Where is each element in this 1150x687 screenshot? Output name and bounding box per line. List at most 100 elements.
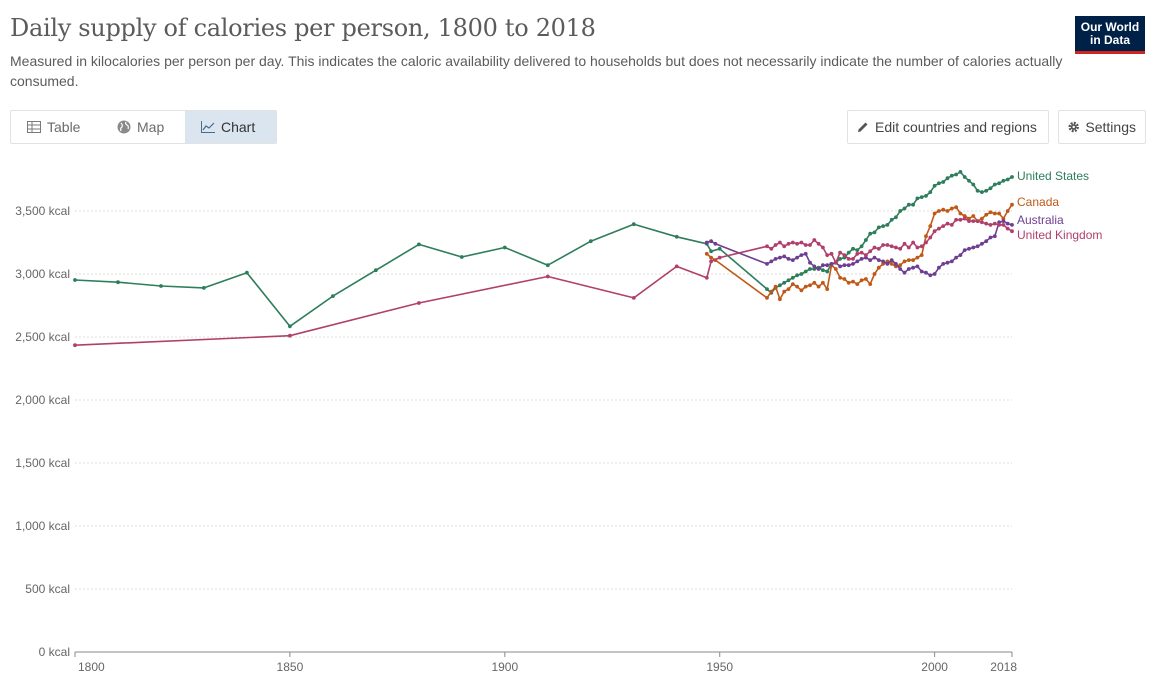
tab-map-label: Map [137, 119, 165, 135]
data-point [932, 211, 937, 216]
data-point [876, 246, 881, 251]
x-tick-label: 2018 [990, 660, 1017, 674]
logo-line-1: Our World [1080, 20, 1140, 34]
data-point [1005, 221, 1010, 226]
data-point [967, 246, 971, 251]
y-tick-label: 3,500 kcal [15, 204, 70, 218]
data-point [971, 182, 976, 187]
data-point [885, 243, 890, 247]
data-point [245, 270, 249, 275]
owid-logo[interactable]: Our World in Data [1075, 16, 1145, 54]
data-point [980, 241, 984, 246]
data-point [915, 245, 920, 250]
data-point [937, 209, 941, 213]
data-point [1010, 175, 1014, 179]
tab-table[interactable]: Table [11, 111, 101, 143]
data-point [881, 243, 885, 247]
data-point [902, 270, 907, 275]
data-point [889, 258, 894, 262]
legend-label: Canada [1017, 195, 1059, 209]
data-point [786, 241, 791, 246]
data-point [958, 217, 963, 222]
data-point [889, 262, 894, 266]
data-point [868, 249, 873, 254]
data-point [808, 283, 812, 288]
data-point [838, 250, 842, 255]
data-point [906, 258, 911, 262]
x-tick-label: 1800 [78, 660, 105, 674]
data-point [816, 241, 821, 246]
tab-table-label: Table [47, 119, 81, 135]
tab-map[interactable]: Map [101, 111, 185, 143]
data-point [971, 214, 976, 218]
data-point [864, 277, 868, 281]
data-point [799, 288, 804, 293]
data-point [833, 260, 838, 265]
data-point [851, 262, 855, 266]
data-point [812, 264, 817, 269]
data-point [782, 254, 787, 259]
data-point [980, 220, 984, 225]
data-point [967, 178, 971, 183]
data-point [786, 287, 791, 291]
data-point [962, 175, 967, 179]
data-point [73, 343, 77, 348]
data-point [331, 294, 335, 298]
y-tick-label: 2,000 kcal [15, 393, 70, 407]
y-tick-label: 3,000 kcal [15, 267, 70, 281]
data-point [915, 196, 920, 201]
data-point [992, 182, 997, 187]
data-point [851, 257, 855, 261]
data-point [1005, 177, 1010, 182]
data-point [417, 301, 421, 305]
data-point [825, 263, 830, 268]
data-point [928, 235, 933, 240]
data-point [73, 278, 77, 282]
data-point [778, 255, 782, 260]
data-point [769, 246, 774, 251]
tab-chart[interactable]: Chart [185, 111, 276, 143]
data-point [906, 267, 911, 271]
data-point [864, 238, 868, 242]
data-point [859, 257, 864, 261]
data-point [924, 194, 928, 198]
data-point [984, 221, 989, 226]
data-point [971, 245, 976, 250]
data-point [919, 269, 924, 274]
data-point [881, 259, 885, 264]
data-point [876, 258, 881, 262]
settings-button[interactable]: Settings [1058, 110, 1146, 144]
chart-subtitle: Measured in kilocalories per person per … [10, 53, 1063, 89]
data-point [821, 268, 825, 273]
view-tabs: Table Map Chart [10, 110, 277, 144]
data-point [859, 250, 864, 255]
data-point [838, 264, 842, 269]
data-point [765, 287, 769, 291]
data-point [937, 265, 941, 270]
data-point [1010, 229, 1014, 234]
data-point [855, 248, 860, 252]
data-point [765, 296, 769, 300]
edit-countries-button[interactable]: Edit countries and regions [847, 110, 1049, 144]
data-point [825, 269, 830, 274]
data-point [855, 251, 860, 256]
data-point [868, 282, 873, 286]
data-point [919, 253, 924, 257]
data-point [812, 267, 817, 271]
globe-icon [117, 120, 131, 134]
data-point [790, 282, 795, 286]
data-point [949, 259, 954, 264]
data-point [790, 240, 795, 245]
data-point [769, 289, 774, 294]
data-point [932, 272, 937, 276]
data-point [992, 211, 997, 216]
data-point [997, 220, 1001, 225]
data-point [902, 259, 907, 264]
data-point [872, 245, 877, 250]
data-point [945, 260, 950, 265]
data-point [980, 190, 984, 194]
data-point [842, 277, 847, 281]
data-point [919, 244, 924, 249]
data-point [829, 251, 834, 256]
